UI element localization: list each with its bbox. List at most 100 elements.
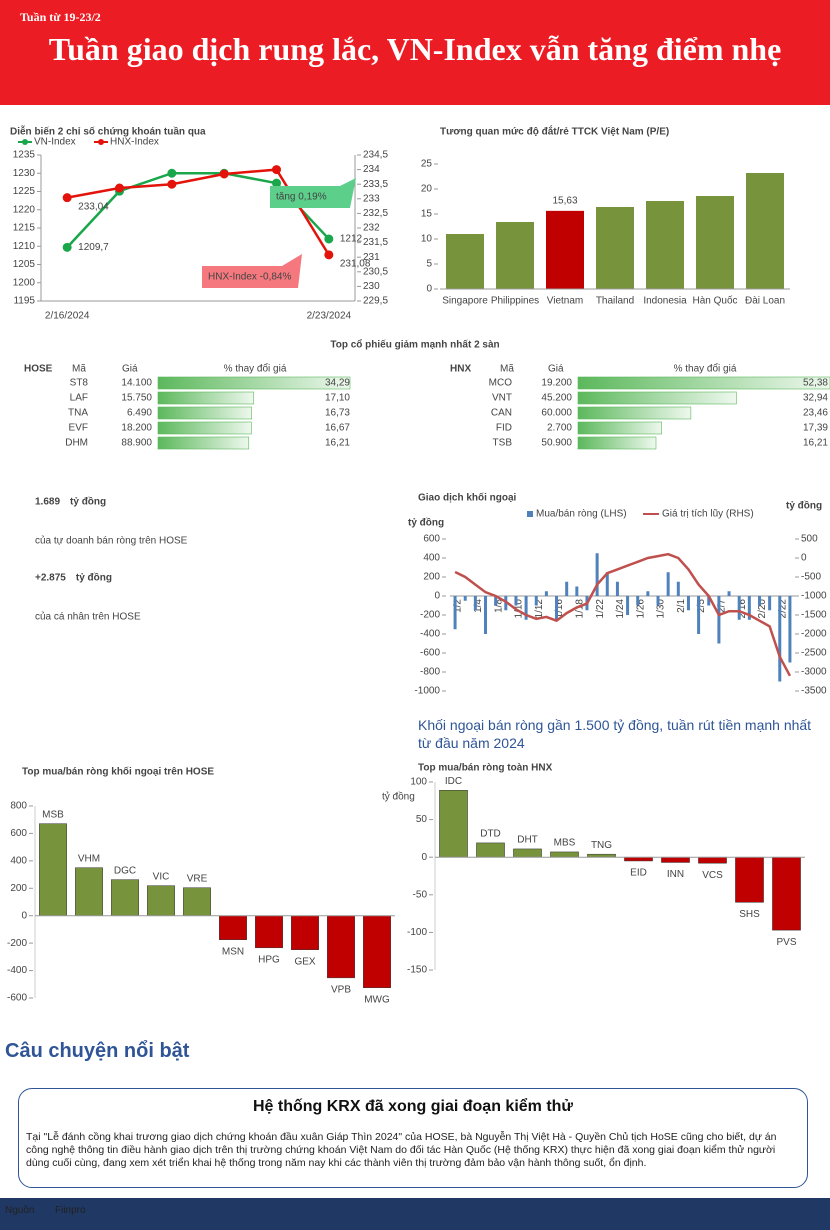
price: 18.200 [121, 423, 152, 434]
tick-label: 232,5 [363, 208, 388, 219]
change-bar [577, 391, 737, 405]
change-bar [577, 421, 662, 435]
tick-label: 233,5 [363, 179, 388, 190]
category-label: HPG [258, 954, 280, 965]
tick-label: 1210 [13, 241, 36, 252]
bar [666, 572, 670, 596]
axis-label: tỷ đồng [408, 517, 444, 529]
bar [605, 572, 609, 596]
category-label: TNG [591, 840, 612, 851]
category-label: MSB [42, 809, 64, 820]
tick-label: 231,5 [363, 237, 388, 248]
category-label: INN [667, 869, 684, 880]
highlight-figure: 1.689 [35, 497, 60, 508]
x-tick-label: 2/7 [717, 599, 728, 613]
bar [698, 856, 727, 864]
bar [453, 596, 457, 630]
bar [524, 596, 528, 620]
bar [686, 596, 690, 611]
bar [473, 596, 477, 611]
category-label: Philippines [491, 296, 539, 307]
category-label: PVS [776, 937, 796, 948]
category-label: DHT [517, 835, 538, 846]
highlight-unit: tỷ đồng [76, 572, 112, 584]
legend-label: HNX-Index [110, 137, 159, 148]
column-header: Mã [72, 364, 86, 375]
tick-label: -3500 [801, 686, 827, 697]
code: VNT [492, 393, 512, 404]
price: 50.900 [541, 438, 572, 449]
bar [513, 848, 542, 858]
category-label: Indonesia [643, 296, 687, 307]
bar [646, 201, 684, 289]
bar [636, 596, 640, 606]
category-label: EID [630, 868, 647, 879]
annotation-box [202, 254, 302, 288]
bar [615, 581, 619, 596]
bar [496, 222, 534, 289]
legend-label: VN-Index [34, 137, 76, 148]
bar [219, 915, 247, 940]
tick-label: -400 [420, 629, 440, 640]
bar [494, 596, 498, 606]
code: ST8 [70, 378, 89, 389]
tick-label: 0 [426, 284, 432, 295]
code: TNA [68, 408, 88, 419]
column-header: Giá [548, 364, 564, 375]
x-tick-label: 2/16/2024 [45, 311, 90, 322]
tick-label: 0 [801, 553, 807, 564]
column-header: Mã [500, 364, 514, 375]
tick-label: 1195 [13, 296, 35, 307]
chart-title: Tương quan mức độ đắt/rẻ TTCK Việt Nam (… [440, 125, 669, 138]
annotation: HNX-Index -0,84% [208, 272, 291, 283]
tick-label: -600 [420, 648, 440, 659]
bar [544, 591, 548, 596]
point [115, 183, 124, 193]
change-bar [157, 406, 252, 420]
change-label: 17,10 [325, 393, 350, 404]
x-tick-label: 2/22 [777, 599, 788, 619]
bar [291, 915, 319, 950]
bar [676, 581, 680, 596]
tick-label: 200 [10, 883, 27, 894]
x-tick-label: 2/1 [676, 599, 687, 613]
x-tick-label: 1/22 [595, 599, 606, 619]
x-tick-label: 1/24 [615, 599, 626, 619]
tick-label: 234 [363, 164, 380, 175]
tick-label: 230 [363, 281, 380, 292]
exchange: HNX [450, 364, 471, 375]
bar [255, 915, 283, 949]
category-label: MBS [554, 838, 576, 849]
category-label: Singapore [442, 296, 488, 307]
tick-label: 0 [434, 591, 440, 602]
bar [534, 596, 538, 606]
bar [555, 596, 559, 620]
tick-label: 400 [10, 855, 27, 866]
bar [363, 915, 391, 988]
bar [111, 879, 139, 916]
tick-label: -600 [7, 993, 27, 1004]
bar [735, 856, 764, 903]
bar [575, 586, 579, 596]
column-header: % thay đổi giá [674, 363, 737, 375]
data-label: 231,08 [340, 259, 371, 270]
column-header: % thay đổi giá [224, 363, 287, 375]
highlight-unit: tỷ đồng [70, 496, 106, 508]
price: 6.490 [127, 408, 152, 419]
change-label: 34,29 [325, 378, 350, 389]
bar [183, 887, 211, 916]
bar [717, 596, 721, 644]
bar [626, 596, 630, 615]
code: LAF [70, 393, 88, 404]
change-bar [577, 406, 692, 420]
change-label: 52,38 [803, 378, 828, 389]
source-label: Nguồn [5, 1205, 35, 1216]
data-label: 1209,7 [78, 242, 109, 253]
category-label: VRE [187, 873, 208, 884]
data-label: 1212 [340, 234, 363, 245]
tick-label: -2000 [801, 629, 827, 640]
tick-label: -150 [407, 965, 427, 976]
bar [646, 591, 650, 596]
category-label: Đài Loan [745, 296, 785, 307]
chart-title: Giao dịch khối ngoại [418, 492, 517, 504]
